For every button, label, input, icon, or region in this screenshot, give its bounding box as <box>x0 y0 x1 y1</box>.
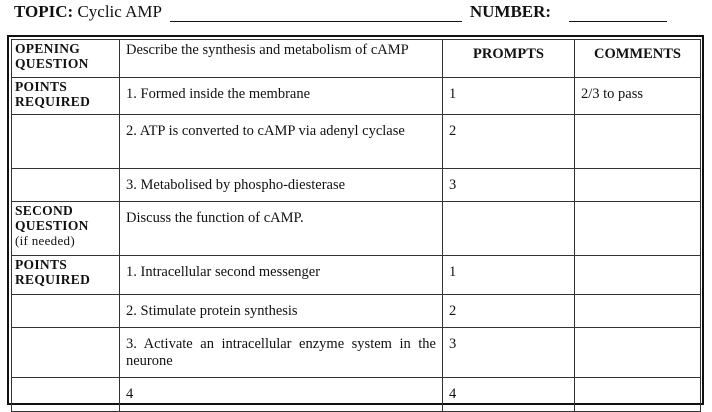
comment-cell <box>574 201 701 256</box>
points-required-label: POINTS REQUIRED <box>11 255 120 295</box>
prompts-header: PROMPTS <box>442 39 575 78</box>
comment-cell <box>574 294 701 328</box>
table-row: POINTS REQUIRED 1. Formed inside the mem… <box>11 77 701 115</box>
second-question-label: SECOND QUESTION (if needed) <box>11 201 120 256</box>
prompt-number: 4 <box>442 377 575 412</box>
points-required-label: POINTS REQUIRED <box>11 77 120 115</box>
label-line: (if needed) <box>15 233 75 248</box>
label-line: QUESTION <box>15 56 89 71</box>
label-line: QUESTION <box>15 218 89 233</box>
label-line: POINTS <box>15 79 68 94</box>
topic-blank-line <box>169 3 462 22</box>
point-text: 2. Stimulate protein synthesis <box>119 294 443 328</box>
table-row: POINTS REQUIRED 1. Intracellular second … <box>11 255 701 295</box>
empty-label-cell <box>11 327 120 378</box>
point-text: 2. ATP is converted to cAMP via adenyl c… <box>119 114 443 169</box>
comment-cell <box>574 377 701 412</box>
table-row: 3. Metabolised by phospho-diesterase 3 <box>11 168 701 202</box>
point-text: 3. Activate an intracellular enzyme syst… <box>119 327 443 378</box>
empty-label-cell <box>11 168 120 202</box>
second-question-text: Discuss the function of cAMP. <box>119 201 443 256</box>
topic-label: TOPIC: <box>14 2 74 21</box>
prompt-number: 2 <box>442 114 575 169</box>
comment-cell <box>574 168 701 202</box>
empty-label-cell <box>11 377 120 412</box>
table-row: 2. Stimulate protein synthesis 2 <box>11 294 701 328</box>
number-label: NUMBER: <box>469 2 552 21</box>
number-blank-line <box>569 3 668 22</box>
empty-label-cell <box>11 294 120 328</box>
second-question-row: SECOND QUESTION (if needed) Discuss the … <box>11 201 701 256</box>
table-row: 3. Activate an intracellular enzyme syst… <box>11 327 701 378</box>
form-header: TOPIC: Cyclic AMP NUMBER: <box>14 2 671 26</box>
point-text: 3. Metabolised by phospho-diesterase <box>119 168 443 202</box>
prompt-number: 3 <box>442 327 575 378</box>
prompt-number: 3 <box>442 168 575 202</box>
opening-question-label: OPENING QUESTION <box>11 39 120 78</box>
label-line: SECOND <box>15 203 74 218</box>
assessment-frame: OPENING QUESTION Describe the synthesis … <box>7 35 704 412</box>
table-row: 2. ATP is converted to cAMP via adenyl c… <box>11 114 701 169</box>
opening-question-text: Describe the synthesis and metabolism of… <box>119 39 443 78</box>
comment-cell: 2/3 to pass <box>574 77 701 115</box>
label-line: OPENING <box>15 41 81 56</box>
opening-question-row: OPENING QUESTION Describe the synthesis … <box>11 39 701 78</box>
point-text: 1. Intracellular second messenger <box>119 255 443 295</box>
prompt-number <box>442 201 575 256</box>
label-line: POINTS <box>15 257 68 272</box>
comment-cell <box>574 327 701 378</box>
prompt-number: 2 <box>442 294 575 328</box>
prompt-number: 1 <box>442 77 575 115</box>
point-text: 4 <box>119 377 443 412</box>
label-line: REQUIRED <box>15 272 91 287</box>
label-line: REQUIRED <box>15 94 91 109</box>
comments-header: COMMENTS <box>574 39 701 78</box>
prompt-number: 1 <box>442 255 575 295</box>
empty-label-cell <box>11 114 120 169</box>
table-row: 4 4 <box>11 377 701 412</box>
topic-value: Cyclic AMP <box>77 2 162 21</box>
comment-cell <box>574 255 701 295</box>
comment-cell <box>574 114 701 169</box>
point-text: 1. Formed inside the membrane <box>119 77 443 115</box>
assessment-table: OPENING QUESTION Describe the synthesis … <box>11 39 701 412</box>
